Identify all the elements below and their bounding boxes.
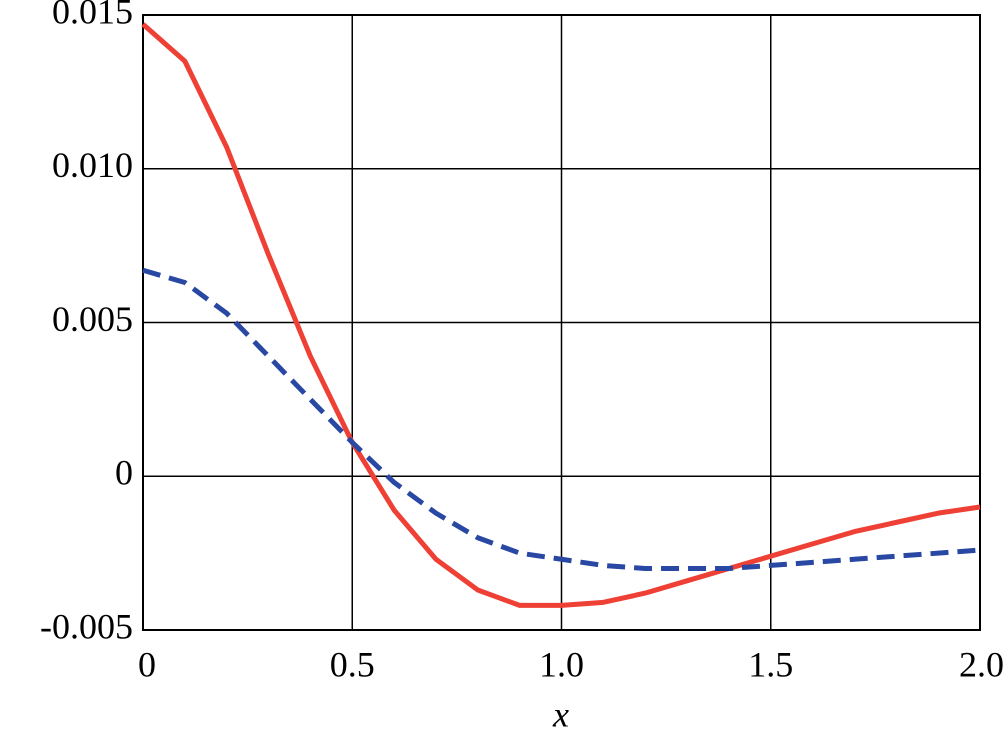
plot-frame (142, 14, 981, 631)
series-line (142, 267, 981, 571)
y-tick-label: 0.010 (52, 145, 133, 185)
x-axis-label: x (552, 694, 569, 734)
x-tick-label: 0 (138, 644, 156, 684)
x-tick-label: 2.0 (959, 644, 1004, 684)
y-tick-label: 0 (115, 453, 133, 493)
x-tick-label: 1.0 (539, 644, 584, 684)
x-tick-label: 1.5 (748, 644, 793, 684)
x-tick-label: 0.5 (330, 644, 375, 684)
y-tick-label: -0.005 (40, 606, 133, 646)
y-tick-label: 0.015 (52, 0, 133, 31)
series-line (141, 22, 981, 608)
y-tick-label: 0.005 (52, 299, 133, 339)
